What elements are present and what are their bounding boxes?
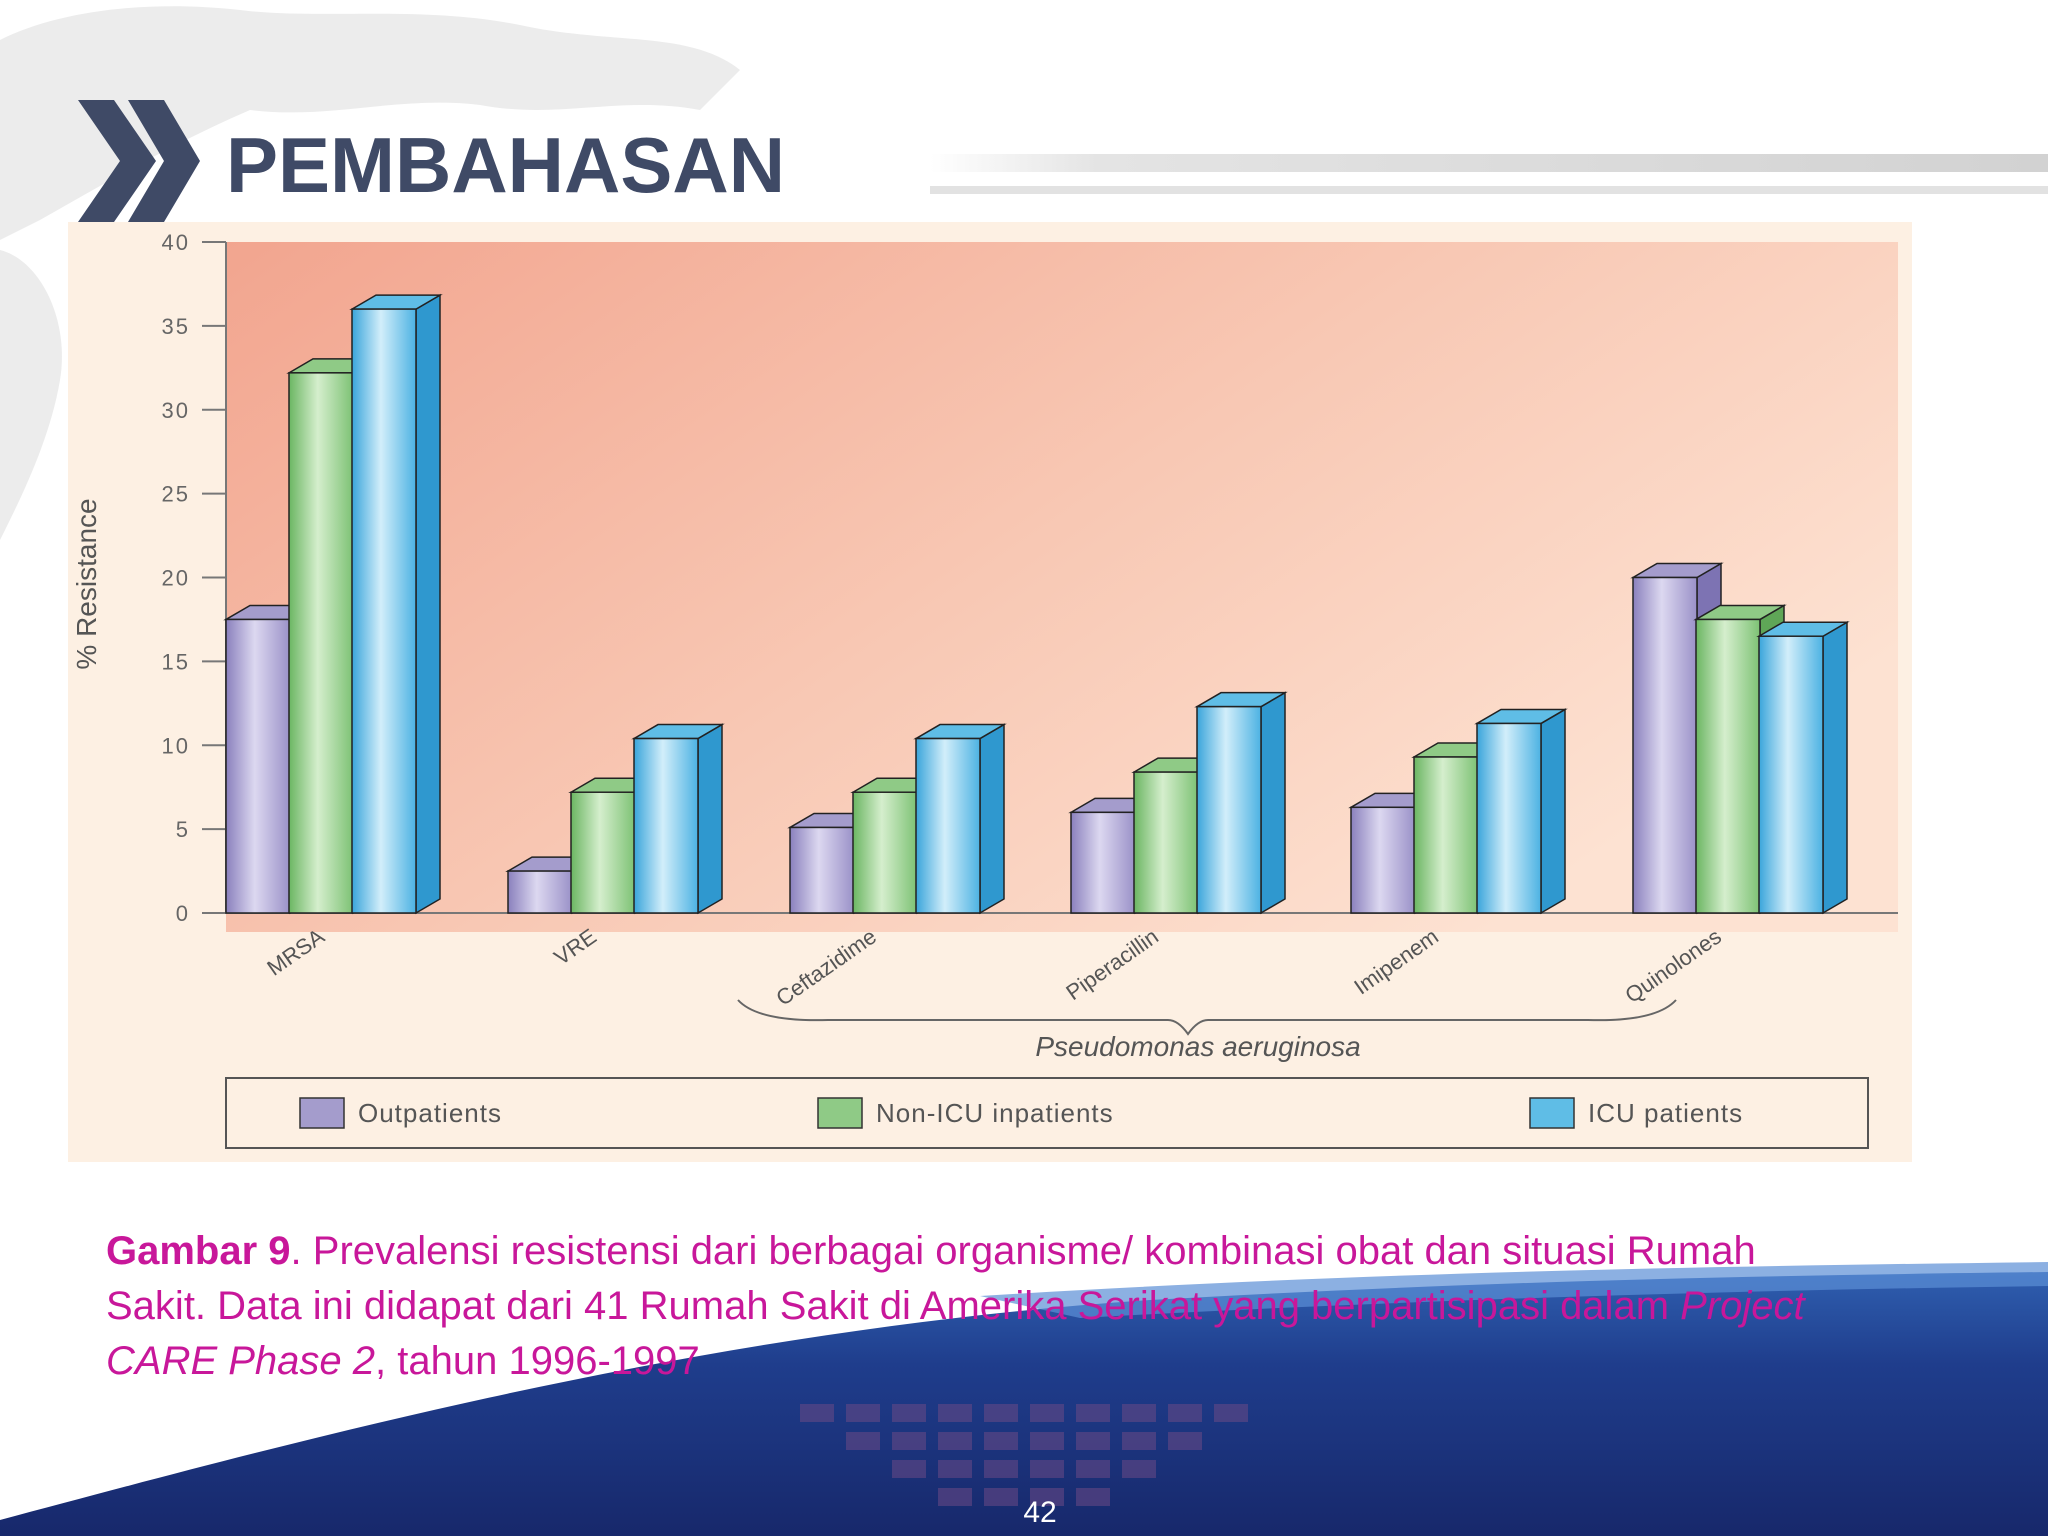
world-map-watermark [0, 6, 740, 540]
bar-front [789, 826, 855, 914]
figure-caption: Gambar 9. Prevalensi resistensi dari ber… [106, 1224, 1866, 1389]
bar-front [1695, 618, 1761, 914]
bar-front [915, 737, 981, 914]
bar-icu-patients-mrsa [349, 293, 443, 915]
y-axis-label: % Resistance [71, 498, 102, 669]
legend-swatch-icu-patients [1529, 1097, 1575, 1129]
y-tick-label: 10 [162, 733, 190, 758]
double-chevron-right-icon [78, 100, 200, 222]
y-tick-label: 5 [176, 817, 190, 842]
caption-text-end: , tahun 1996-1997 [375, 1339, 700, 1383]
title-stripe [930, 154, 2048, 172]
y-axis: 0 5 10 15 20 25 30 35 40 [162, 230, 227, 926]
banner-pixel-pattern [800, 1404, 1248, 1506]
bottom-banner-highlight [980, 1262, 2048, 1318]
bar-front [852, 791, 918, 914]
slide-title: PEMBAHASAN [226, 121, 786, 209]
page-number: 42 [1023, 1496, 1057, 1529]
bar-side [979, 723, 1005, 915]
bar-side [1540, 708, 1566, 915]
bar-front [1070, 811, 1136, 914]
bar-side [415, 293, 441, 915]
legend-label-non-icu-inpatients: Non-ICU inpatients [876, 1098, 1114, 1128]
y-tick-label: 0 [176, 901, 190, 926]
y-tick-label: 15 [162, 649, 190, 674]
plot-area [226, 242, 1898, 932]
bar-front [633, 737, 699, 914]
legend-label-icu-patients: ICU patients [1588, 1098, 1743, 1128]
bar-front [1632, 576, 1698, 914]
y-tick-label: 20 [162, 566, 190, 591]
group-label: Pseudomonas aeruginosa [1035, 1031, 1360, 1062]
bottom-banner [0, 1272, 2048, 1536]
legend: Outpatients Non-ICU inpatients ICU patient… [299, 1097, 1743, 1129]
bar-front [1133, 771, 1199, 914]
bar-front [288, 372, 354, 914]
bar-front [1350, 806, 1416, 914]
title-stripe-thin [930, 186, 2048, 194]
bar-icu-patients-ceftazidime [913, 723, 1007, 915]
title-row: PEMBAHASAN [78, 100, 2048, 225]
bar-front [1476, 722, 1542, 914]
legend-swatch-non-icu-inpatients [817, 1097, 863, 1129]
bar-side [1260, 691, 1286, 915]
bar-side [697, 723, 723, 915]
bar-front [570, 791, 636, 914]
bars [223, 293, 1850, 915]
legend-label-outpatients: Outpatients [358, 1098, 502, 1128]
bar-icu-patients-imipenem [1474, 708, 1568, 915]
caption-text: . Prevalensi resistensi dari berbagai or… [106, 1229, 1756, 1328]
y-tick-label: 40 [162, 230, 190, 255]
pseudomonas-brace [737, 999, 1677, 1036]
bar-front [507, 870, 573, 914]
y-tick-label: 30 [162, 398, 190, 423]
bar-front [1758, 635, 1824, 914]
bar-front [1196, 705, 1262, 914]
bar-front [351, 308, 417, 914]
y-tick-label: 35 [162, 314, 190, 339]
legend-swatch-outpatients [299, 1097, 345, 1129]
legend-box [225, 1077, 1869, 1149]
bar-icu-patients-vre [631, 723, 725, 915]
caption-italic: Project CARE Phase 2 [106, 1284, 1805, 1383]
bar-side [1822, 620, 1848, 915]
bar-front [1413, 756, 1479, 914]
caption-label: Gambar 9 [106, 1229, 291, 1273]
y-tick-label: 25 [162, 482, 190, 507]
bar-icu-patients-quinolones [1756, 620, 1850, 915]
bar-front [225, 618, 291, 914]
bar-icu-patients-piperacillin [1194, 691, 1288, 915]
